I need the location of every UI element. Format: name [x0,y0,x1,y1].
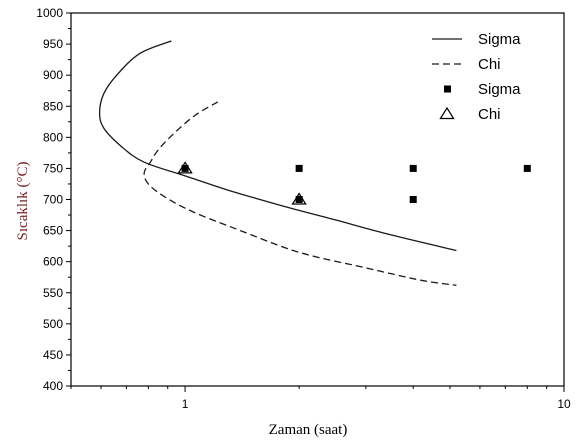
legend-swatch-square [444,85,451,93]
legend: Sigma Chi Sigma Chi [432,31,521,123]
x-axis-title: Zaman (saat) [269,422,348,438]
axes: 400 450 500 550 600 650 700 750 800 850 900 950 1000… [36,6,571,411]
y-tick-label: 950 [43,37,63,51]
y-tick-label: 800 [43,130,63,144]
x-tick-label: 10 [557,397,571,411]
y-tick-label: 750 [43,161,63,175]
y-tick-label: 700 [43,193,63,207]
data-point-square [181,164,189,172]
data-point-triangle [177,161,193,174]
y-axis-title: Sıcaklık (°C) [15,162,31,241]
data-point-square [523,164,531,172]
y-tick-label: 450 [43,348,63,362]
data-point-square [409,196,417,203]
y-tick-label: 850 [43,99,63,113]
y-tick-label: 400 [43,379,63,393]
legend-swatch-triangle [439,106,455,120]
legend-label: Sigma [478,31,521,48]
data-point-square [295,164,303,172]
y-tick-label: 900 [43,68,63,82]
y-tick-label: 600 [43,255,63,269]
series-line-sigma [98,40,457,252]
legend-label: Chi [478,56,501,73]
legend-label: Chi [478,106,501,123]
y-tick-label: 550 [43,286,63,300]
data-point-triangle [291,192,307,205]
y-tick-label: 650 [43,224,63,238]
series-line-chi [143,101,457,286]
x-tick-label: 1 [182,397,189,411]
y-tick-label: 500 [43,317,63,331]
series-layer [98,40,531,286]
y-tick-label: 1000 [36,6,63,20]
data-point-square [295,196,303,203]
legend-label: Sigma [478,81,521,98]
data-point-square [409,164,417,172]
